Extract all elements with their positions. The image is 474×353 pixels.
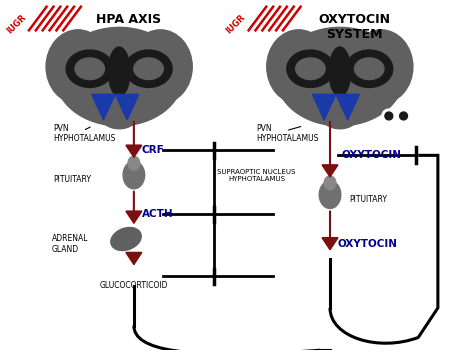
Ellipse shape (276, 28, 403, 126)
Ellipse shape (329, 47, 351, 96)
Text: OXYTOCIN: OXYTOCIN (338, 239, 398, 249)
Text: PVN
HYPHOTALAMUS: PVN HYPHOTALAMUS (256, 124, 319, 143)
Ellipse shape (100, 99, 139, 129)
Ellipse shape (346, 50, 393, 88)
Text: IUGR: IUGR (225, 13, 247, 36)
Ellipse shape (128, 156, 140, 170)
Ellipse shape (46, 30, 110, 104)
Circle shape (397, 109, 410, 123)
Text: PVN
HYPHOTALAMUS: PVN HYPHOTALAMUS (54, 124, 116, 143)
Ellipse shape (134, 58, 163, 79)
Ellipse shape (296, 58, 325, 79)
Ellipse shape (55, 28, 183, 126)
Text: GLUCOCORTICOID: GLUCOCORTICOID (100, 281, 168, 290)
Circle shape (400, 112, 408, 120)
Polygon shape (115, 94, 139, 120)
Ellipse shape (111, 227, 141, 251)
Text: PITUITARY: PITUITARY (54, 175, 91, 185)
Ellipse shape (66, 50, 113, 88)
Text: OXYTOCIN
SYSTEM: OXYTOCIN SYSTEM (319, 13, 391, 41)
Ellipse shape (319, 181, 341, 209)
Text: CRF: CRF (142, 145, 164, 155)
Text: ACTH: ACTH (142, 209, 173, 220)
Ellipse shape (123, 161, 145, 189)
Ellipse shape (349, 30, 413, 104)
Ellipse shape (125, 50, 172, 88)
Circle shape (382, 109, 396, 123)
Ellipse shape (324, 176, 336, 190)
Text: IUGR: IUGR (5, 13, 27, 36)
Ellipse shape (109, 47, 130, 96)
Text: PITUITARY: PITUITARY (350, 195, 388, 204)
Ellipse shape (287, 50, 334, 88)
Ellipse shape (267, 30, 330, 104)
Ellipse shape (320, 99, 359, 129)
Text: ADRENAL
GLAND: ADRENAL GLAND (52, 234, 88, 253)
Ellipse shape (128, 30, 192, 104)
Text: OXYTOCIN: OXYTOCIN (342, 150, 402, 160)
Circle shape (385, 112, 393, 120)
Ellipse shape (355, 58, 384, 79)
Text: SUPRAOPTIC NUCLEUS
HYPHOTALAMUS: SUPRAOPTIC NUCLEUS HYPHOTALAMUS (217, 168, 296, 181)
Polygon shape (336, 94, 359, 120)
Polygon shape (91, 94, 115, 120)
Text: HPA AXIS: HPA AXIS (96, 13, 162, 26)
Polygon shape (312, 94, 336, 120)
Ellipse shape (75, 58, 104, 79)
